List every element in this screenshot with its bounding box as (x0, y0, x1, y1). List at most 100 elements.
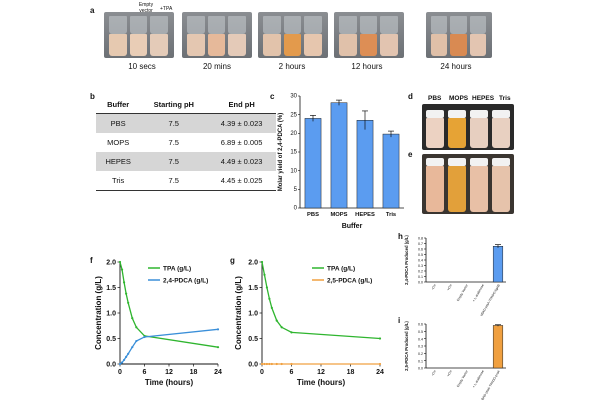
chart-i-25pdca-produced: 0.0 0.1 0.2 0.3 0.4 0.5 0.6 -Cm +Cm Empty Vector +… (404, 321, 506, 400)
table-cell: HEPES (96, 152, 141, 171)
buffer-tube (448, 118, 466, 148)
data-point (270, 362, 273, 366)
culture-tube (304, 34, 322, 56)
y-tick-label: 0.3 (418, 264, 423, 268)
data-point (378, 337, 382, 340)
x-tick-label: PBS (307, 212, 319, 218)
panel-label-g: g (230, 256, 235, 265)
bar (330, 102, 348, 209)
table-row: Tris 7.5 4.45 ± 0.025 (96, 171, 276, 191)
y-axis-label: 2,4-PDCA Produced (g/L) (404, 235, 409, 285)
tube-top (450, 16, 467, 34)
y-tick-label: 0.5 (248, 336, 258, 343)
data-point (135, 326, 138, 329)
y-tick-label: 2.0 (106, 259, 116, 266)
tube-cap (492, 110, 510, 118)
table-cell: 7.5 (140, 152, 208, 171)
tube-cap (426, 158, 444, 166)
x-tick-label: HEPES (355, 212, 375, 218)
culture-tube (207, 34, 226, 56)
data-point (122, 358, 126, 362)
table-cell: 4.49 ± 0.023 (207, 152, 276, 171)
data-point (265, 286, 269, 289)
data-point (135, 339, 138, 343)
y-tick-label: 10 (290, 168, 297, 174)
tube-top (359, 16, 378, 34)
tube-label-pbs: PBS (428, 95, 442, 102)
tube-label-tris: Tris (499, 95, 511, 102)
x-tick-label: 24 (376, 369, 384, 376)
chart-h-24pdca-produced: 0.0 0.10.2 0.30.4 0.50.6 0.70.8 -Cm +Cm Empty V… (404, 235, 506, 316)
data-point (118, 362, 122, 366)
legend-entry: TPA (g/L) (163, 265, 191, 272)
x-axis-label: Time (hours) (297, 378, 346, 387)
panel-label-h: h (398, 232, 403, 241)
x-tick-label: Empty Vector (456, 369, 469, 388)
buffer-tube (492, 166, 510, 212)
culture-tube (339, 34, 357, 56)
culture-tube (263, 34, 281, 56)
tube-top (263, 16, 281, 34)
table-row: MOPS 7.5 6.89 ± 0.005 (96, 133, 276, 152)
culture-tube (359, 34, 378, 56)
panel-label-i: i (398, 316, 401, 325)
legend-entry: 2,5-PDCA (g/L) (327, 277, 372, 284)
x-tick-label: 12 (317, 369, 325, 376)
y-tick-label: 30 (290, 94, 297, 100)
photo-e (422, 154, 514, 214)
timepoint-photo (182, 12, 252, 58)
series-line (261, 261, 381, 340)
panel-label-b: b (90, 92, 95, 101)
y-tick-label: 20 (290, 131, 297, 137)
series-line (119, 328, 219, 365)
data-point (260, 362, 264, 366)
tube-top (187, 16, 205, 34)
buffer-tube (470, 118, 488, 148)
culture-tube (431, 34, 448, 56)
data-point (120, 361, 124, 364)
data-point (275, 362, 278, 366)
tube-top (129, 16, 148, 34)
photo-d (422, 104, 514, 150)
y-tick-label: 0.2 (418, 270, 423, 274)
x-axis-label: Buffer (342, 223, 363, 230)
tube-cap (492, 158, 510, 166)
x-tick-label: 0 (260, 369, 264, 376)
data-point (265, 362, 269, 366)
panel-label-e: e (408, 150, 413, 159)
culture-tube (187, 34, 205, 56)
tube-top (109, 16, 127, 34)
y-tick-label: 1.0 (106, 310, 116, 317)
buffer-tube (426, 118, 444, 148)
table-cell: PBS (96, 113, 141, 133)
data-point (122, 281, 126, 284)
tube-top (339, 16, 357, 34)
y-tick-label: 0.5 (418, 330, 423, 334)
data-point (131, 317, 134, 320)
data-point (127, 352, 130, 355)
culture-tube (380, 34, 398, 56)
data-point (268, 297, 271, 300)
chart-f-time-course: 0.0 0.5 1.0 1.5 2.0 0 6 12 18 24 Concentration (g/… (94, 259, 222, 387)
x-tick-label: -Cm (430, 283, 437, 291)
x-tick-label: 18 (347, 369, 355, 376)
culture-tube (150, 34, 168, 56)
y-tick-label: 0.4 (418, 337, 423, 341)
y-tick-label: 0.5 (418, 253, 423, 257)
data-point (270, 306, 273, 309)
x-tick-label: + L-arabinose (472, 283, 485, 302)
bar (304, 118, 322, 209)
y-tick-label: 5 (294, 187, 298, 193)
panel-label-a: a (90, 6, 95, 15)
table-cell: MOPS (107, 138, 130, 147)
y-axis-label: 2,5-PDCA Produced (g/L) (404, 321, 409, 371)
buffer-tube (492, 118, 510, 148)
data-point (290, 331, 293, 334)
x-tick-label: 6 (143, 369, 147, 376)
table-cell: Tris (96, 171, 141, 191)
table-cell: 7.5 (168, 138, 179, 147)
table-header: Starting pH (140, 96, 208, 114)
data-point (125, 292, 128, 295)
x-tick-label: MOPS (330, 212, 347, 218)
empty-vector-label: Empty vector (138, 2, 154, 14)
